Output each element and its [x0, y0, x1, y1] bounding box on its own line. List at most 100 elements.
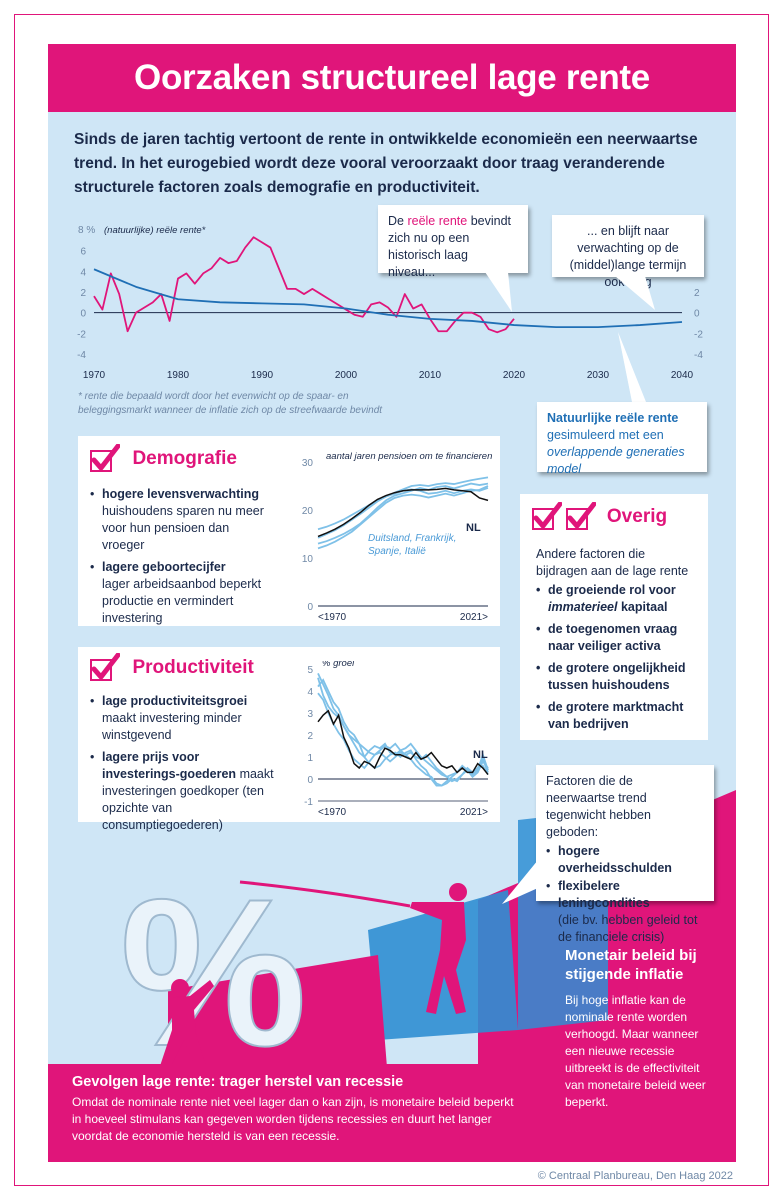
overig-heading: Overig [606, 506, 668, 527]
productiviteit-box: Productiviteit lage productiviteitsgroei… [78, 647, 500, 832]
item-text: huishoudens sparen nu meer voor hun pens… [102, 504, 264, 552]
page-border [14, 14, 769, 1186]
title-bar: Oorzaken structureel lage rente [48, 44, 736, 112]
gevolgen-title: Gevolgen lage rente: trager herstel van … [72, 1074, 404, 1090]
series-line [317, 482, 489, 545]
series-line [317, 476, 489, 531]
figure-pulling [410, 883, 467, 1014]
figure-pushing [160, 979, 214, 1068]
main-chart: 8 % (natuurlijke) reële rente* 6420-2-42… [77, 225, 703, 381]
nl-label: NL [466, 522, 481, 534]
y-tick-label: -1 [304, 797, 313, 808]
checkmark-icon [566, 502, 597, 530]
x-tick-label: <1970 [318, 612, 347, 622]
y-tick-label: 30 [302, 458, 314, 469]
demografie-header: Demografie [90, 444, 237, 474]
x-tick-label: 1980 [167, 370, 190, 381]
item-text: maakt investeringen goedkoper (ten opzic… [102, 767, 274, 832]
y-tick-label: 4 [307, 687, 313, 698]
series-line [317, 677, 489, 779]
list-item: de groeiende rol voor immaterieel kapita… [536, 582, 701, 616]
item-bold: hogere overheidsschulden [558, 844, 672, 875]
series-line [317, 709, 489, 776]
callout-real-post: bevindt zich nu op een historisch laag n… [388, 214, 511, 279]
list-item: de grotere ongelijkheid tussen huishoude… [536, 660, 701, 694]
item-italic: immaterieel [548, 600, 618, 614]
y-tick-label-right: -2 [694, 329, 703, 340]
x-tick-label: 2000 [335, 370, 358, 381]
x-tick-label: 2021> [460, 807, 488, 818]
item-text: de grotere ongelijkheid tussen huishoude… [548, 661, 686, 692]
series-line [93, 268, 683, 329]
productivity-growth-chart: 5 4 3 2 1 0 -1 % groei <1970 2021> NL [304, 661, 489, 818]
item-bold: lage productiviteitsgroei [102, 694, 248, 708]
monetair-section: Monetair beleid bij stijgende inflatie B… [565, 946, 715, 1111]
counter-factors-box: Factoren die de neerwaartse trend tegenw… [536, 765, 714, 944]
item-text: maakt investering minder winstgevend [102, 711, 242, 742]
x-tick-label: 2030 [587, 370, 610, 381]
callout-future-pointer [615, 276, 655, 310]
overig-box: Overig Andere factoren die bijdragen aan… [520, 494, 708, 740]
y-tick-label: 5 [307, 665, 313, 676]
y-unit-label: 8 % [78, 225, 95, 236]
counter-intro: Factoren die de neerwaartse trend tegenw… [546, 774, 651, 839]
series-line [317, 692, 489, 787]
overig-intro: Andere factoren die bijdragen aan de lag… [536, 547, 689, 578]
series-title: (natuurlijke) reële rente* [104, 225, 206, 236]
series-line [317, 678, 489, 787]
chart-title: % groei [322, 661, 355, 669]
rope [239, 880, 411, 908]
overig-list: de groeiende rol voor immaterieel kapita… [536, 582, 701, 738]
demografie-heading: Demografie [132, 448, 237, 469]
counter-list: hogere overheidsschulden flexibelere len… [546, 843, 704, 946]
counter-pointer [502, 860, 538, 904]
x-tick-label: 2040 [671, 370, 694, 381]
y-tick-label-right: -4 [694, 350, 703, 361]
tug-of-war-illustration: % [119, 854, 467, 1070]
callout-natural-line2: gesimuleerd met een [547, 428, 664, 442]
y-tick-label: 0 [307, 775, 313, 786]
callout-future-rate: ... en blijft naar verwachting op de (mi… [552, 215, 704, 289]
list-item: de grotere marktmacht van bedrijven [536, 699, 701, 733]
legend-label: Duitsland, Frankrijk, [368, 533, 456, 544]
page-title: Oorzaken structureel lage rente [134, 58, 650, 97]
intro-text: Sinds de jaren tachtig vertoont de rente… [74, 131, 698, 196]
y-tick-label: 1 [307, 753, 313, 764]
item-text: (die bv. hebben geleid tot de financiele… [558, 913, 698, 944]
series-line [317, 487, 489, 538]
monetair-title: Monetair beleid bij stijgende inflatie [565, 947, 697, 983]
legend-label: Spanje, Italië [368, 546, 426, 557]
x-tick-label: 2010 [419, 370, 442, 381]
list-item: hogere levensverwachting huishoudens spar… [90, 486, 270, 554]
x-tick-label: <1970 [318, 807, 347, 818]
callout-natural-rate: Natuurlijke reële rente gesimuleerd met … [537, 402, 707, 476]
y-tick-label: 0 [80, 309, 86, 320]
item-text: lager arbeidsaanbod beperkt productie en… [102, 577, 262, 625]
callout-real-pointer [485, 272, 512, 312]
y-tick-label: 20 [302, 506, 314, 517]
list-item: hogere overheidsschulden [546, 843, 704, 877]
list-item: lage productiviteitsgroei maakt investeri… [90, 693, 280, 744]
y-tick-label: 2 [80, 288, 86, 299]
y-tick-label: 2 [307, 731, 313, 742]
productiviteit-header: Productiviteit [90, 653, 254, 683]
item-text: de toegenomen vraag naar veiliger activa [548, 622, 678, 653]
item-bold: hogere levensverwachting [102, 487, 260, 501]
overig-header: Overig [532, 502, 667, 532]
percent-symbol: % [120, 855, 307, 1070]
demografie-box: Demografie hogere levensverwachting huish… [78, 436, 500, 626]
gevolgen-section: Gevolgen lage rente: trager herstel van … [48, 1064, 548, 1162]
item-text: kapitaal [617, 600, 668, 614]
callout-real-pre: De [388, 214, 408, 228]
callout-real-rate: De reële rente bevindt zich nu op een hi… [378, 205, 528, 279]
pink-stair [168, 955, 388, 1090]
series-line [93, 236, 515, 334]
callout-real-highlight: reële rente [407, 214, 468, 228]
y-tick-label: 4 [80, 267, 86, 278]
copyright: © Centraal Planbureau, Den Haag 2022 [537, 1170, 733, 1182]
x-tick-label: 1970 [83, 370, 106, 381]
productiviteit-heading: Productiviteit [132, 657, 254, 678]
y-tick-label-right: 2 [694, 288, 700, 299]
list-item: flexibelere leningcondities(die bv. hebb… [546, 878, 704, 946]
y-tick-label: 10 [302, 554, 314, 565]
